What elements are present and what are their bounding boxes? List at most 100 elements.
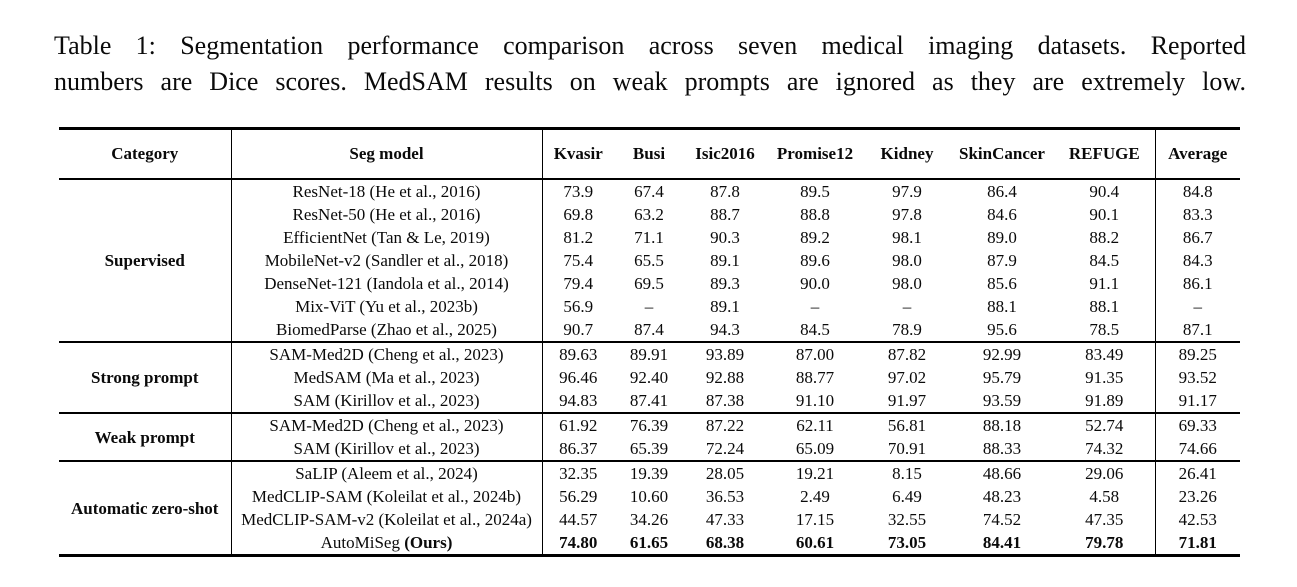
table-header: Category Seg model Kvasir Busi Isic2016 Promi… [59, 128, 1240, 180]
table-container: Category Seg model Kvasir Busi Isic2016 Promi… [59, 127, 1240, 557]
score-cell: 97.8 [892, 205, 922, 224]
score-cell: 87.38 [705, 391, 745, 410]
score-cell: 10.60 [629, 487, 669, 506]
score-cell: 36.53 [705, 487, 745, 506]
category-cell: Automatic zero-shot [59, 461, 232, 556]
col-header-skincancer: SkinCancer [950, 128, 1054, 180]
score-cell: 8.15 [892, 464, 922, 483]
model-cell: AutoMiSeg (Ours) [231, 531, 543, 556]
score-cell: 93.89 [705, 345, 745, 364]
score-cell: 88.1 [1089, 297, 1120, 316]
section-supervised: Supervised ResNet-18 (He et al., 2016) 73.… [59, 179, 1240, 342]
table-row: SAM (Kirillov et al., 2023) 94.83 87.41 87.… [59, 389, 1240, 413]
table-row: Supervised ResNet-18 (He et al., 2016) 73.… [59, 179, 1240, 342]
score-cell: 84.41 [982, 533, 1022, 552]
score-cell: 92.88 [705, 368, 745, 387]
score-cell: 89.5 [800, 182, 830, 201]
score-cell: 94.83 [559, 391, 598, 410]
score-cell: 88.18 [982, 416, 1022, 435]
average-cell: 91.17 [1154, 389, 1240, 413]
category-cell: Supervised [59, 179, 232, 342]
score-cell: 68.38 [705, 533, 745, 552]
score-cell: 56.29 [559, 487, 598, 506]
table-row: SAM (Kirillov et al., 2023) 86.37 65.39 72.… [59, 437, 1240, 461]
table-row: Weak prompt SAM-Med2D (Cheng et al., 2023… [59, 413, 1240, 461]
score-cell: 92.99 [982, 345, 1022, 364]
caption-line-1: Table 1: Segmentation performance compar… [54, 31, 1246, 60]
score-cell: 62.11 [796, 416, 834, 435]
score-cell: 89.1 [710, 251, 740, 270]
score-cell: 6.49 [892, 487, 922, 506]
model-cell: MedSAM (Ma et al., 2023) [231, 366, 543, 389]
table-row: DenseNet-121 (Iandola et al., 2014) 79.4 6… [59, 272, 1240, 295]
average-cell: 86.1 [1154, 272, 1240, 295]
score-cell: 65.09 [795, 439, 835, 458]
col-header-average: Average [1154, 128, 1240, 180]
score-cell: 91.35 [1085, 368, 1124, 387]
score-cell: 90.7 [563, 320, 594, 339]
score-cell: 91.89 [1085, 391, 1124, 410]
score-cell: 91.10 [795, 391, 835, 410]
col-header-busi: Busi [614, 128, 684, 180]
score-cell: 67.4 [634, 182, 664, 201]
score-cell: 89.2 [800, 228, 830, 247]
average-cell: 42.53 [1154, 508, 1240, 531]
model-cell: Mix-ViT (Yu et al., 2023b) [231, 295, 543, 318]
average-cell: 26.41 [1154, 461, 1240, 485]
score-cell: 88.2 [1089, 228, 1120, 247]
model-cell: SAM-Med2D (Cheng et al., 2023) [231, 342, 543, 366]
score-cell: 90.3 [710, 228, 740, 247]
col-header-category: Category [59, 128, 232, 180]
score-cell: 73.9 [563, 182, 594, 201]
score-cell: 47.33 [705, 510, 745, 529]
table-row: EfficientNet (Tan & Le, 2019) 81.2 71.1 90.… [59, 226, 1240, 249]
col-header-seg-model: Seg model [231, 128, 543, 180]
average-cell: 87.1 [1154, 318, 1240, 342]
score-cell: 44.57 [559, 510, 598, 529]
score-cell: 74.80 [559, 533, 598, 552]
score-cell: 84.5 [1089, 251, 1120, 270]
average-cell: 69.33 [1154, 413, 1240, 437]
score-cell: 56.9 [563, 297, 594, 316]
score-cell: 63.2 [634, 205, 664, 224]
score-cell: 90.0 [800, 274, 830, 293]
score-cell: 87.00 [795, 345, 835, 364]
score-cell: 76.39 [629, 416, 669, 435]
score-cell: 84.5 [800, 320, 830, 339]
score-cell: 48.23 [982, 487, 1022, 506]
score-cell: 73.05 [887, 533, 927, 552]
col-header-kvasir: Kvasir [542, 128, 614, 180]
score-cell: 61.65 [629, 533, 669, 552]
score-cell: 78.5 [1089, 320, 1120, 339]
score-cell: 92.40 [629, 368, 669, 387]
score-cell: 69.8 [563, 205, 594, 224]
col-header-refuge: REFUGE [1054, 128, 1155, 180]
average-cell: 93.52 [1154, 366, 1240, 389]
score-cell: – [644, 297, 654, 316]
score-cell: 95.6 [987, 320, 1017, 339]
score-cell: 89.91 [629, 345, 669, 364]
section-automatic-zero-shot: Automatic zero-shot SaLIP (Aleem et al., … [59, 461, 1240, 556]
table-caption: Table 1: Segmentation performance compar… [54, 28, 1246, 100]
score-cell: 87.9 [987, 251, 1017, 270]
score-cell: 98.0 [892, 251, 922, 270]
caption-line-2: numbers are Dice scores. MedSAM results … [54, 67, 1246, 96]
score-cell: 87.22 [705, 416, 745, 435]
score-cell: 81.2 [563, 228, 594, 247]
score-cell: 19.39 [629, 464, 669, 483]
score-cell: 28.05 [705, 464, 745, 483]
table-row: MedSAM (Ma et al., 2023) 96.46 92.40 92.88 8… [59, 366, 1240, 389]
score-cell: 86.37 [559, 439, 598, 458]
table-row: BiomedParse (Zhao et al., 2025) 90.7 87.4 9… [59, 318, 1240, 342]
score-cell: 90.1 [1089, 205, 1120, 224]
score-cell: 84.6 [987, 205, 1017, 224]
score-cell: 78.9 [892, 320, 922, 339]
score-cell: 2.49 [800, 487, 830, 506]
score-cell: – [810, 297, 820, 316]
score-cell: 88.33 [982, 439, 1022, 458]
score-cell: 89.3 [710, 274, 740, 293]
table-row: Mix-ViT (Yu et al., 2023b) 56.9 – 89.1 – – 88.… [59, 295, 1240, 318]
score-cell: – [902, 297, 912, 316]
score-cell: 86.4 [987, 182, 1017, 201]
average-cell: 84.3 [1154, 249, 1240, 272]
